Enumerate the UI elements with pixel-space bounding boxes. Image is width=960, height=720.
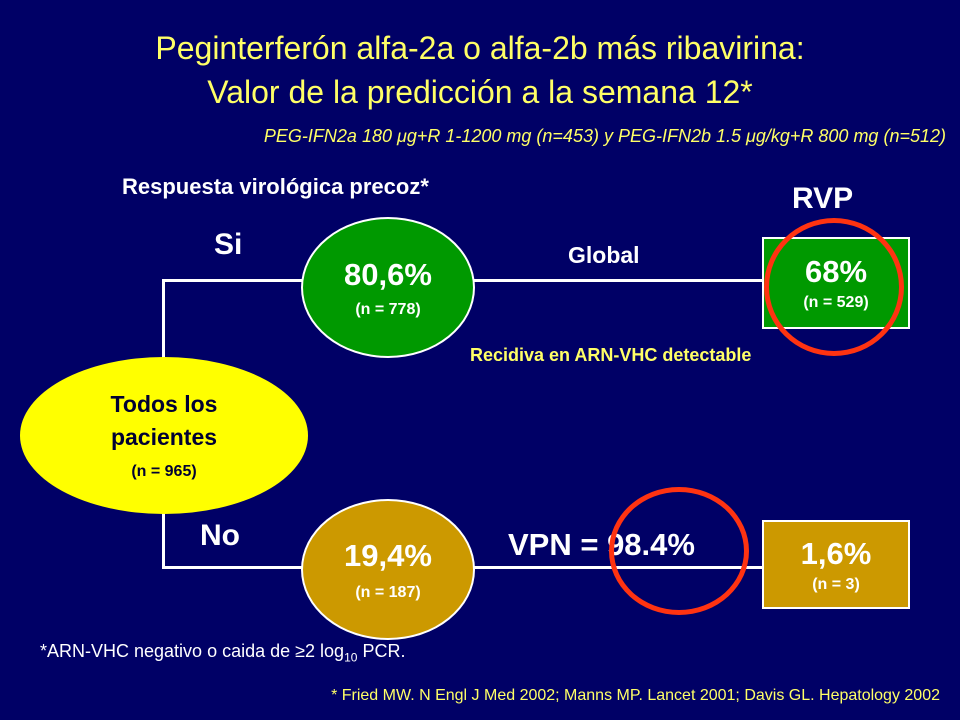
root-label-line-1: Todos los: [110, 390, 218, 417]
yes-node: 80,6% (n = 778): [301, 217, 475, 358]
footnote-symbol: ≥: [295, 641, 306, 661]
rvp-heading: Respuesta virológica precoz*: [122, 174, 429, 199]
root-count: (n = 965): [131, 462, 197, 480]
title-line-2: Valor de la predicción a la semana 12*: [207, 74, 753, 110]
root-label-line-2: pacientes: [110, 423, 218, 450]
no-node: 19,4% (n = 187): [301, 499, 475, 640]
highlight-ring-vpn: [609, 487, 749, 615]
connector-yes-horizontal-left: [162, 279, 310, 282]
outcome-no-count: (n = 3): [812, 575, 860, 593]
footnote-mid: 2 log: [305, 641, 345, 661]
footnote-subscript: 10: [344, 650, 358, 665]
footnote-suffix: PCR.: [357, 641, 406, 661]
connector-root-vertical-top: [162, 279, 165, 367]
branch-no-label: No: [200, 519, 240, 552]
yes-node-count: (n = 778): [355, 300, 421, 318]
rvp-short-label: RVP: [792, 182, 854, 215]
subtitle: PEG-IFN2a 180 μg+R 1-1200 mg (n=453) y P…: [263, 126, 946, 146]
no-node-count: (n = 187): [355, 583, 421, 601]
root-node: Todos los pacientes (n = 965): [20, 357, 308, 514]
title-line-1: Peginterferón alfa-2a o alfa-2b más riba…: [155, 30, 805, 66]
reference-citation: * Fried MW. N Engl J Med 2002; Manns MP.…: [331, 687, 940, 704]
connector-yes-horizontal-right: [470, 279, 764, 282]
outcome-no-percent: 1,6%: [800, 535, 872, 571]
highlight-ring-rvp: [764, 218, 904, 356]
yes-node-percent: 80,6%: [344, 256, 432, 292]
no-node-percent: 19,4%: [344, 537, 432, 573]
connector-no-horizontal-left: [162, 566, 310, 569]
connector-root-vertical-bottom: [162, 505, 165, 569]
relapse-label: Recidiva en ARN-VHC detectable: [470, 345, 752, 365]
footnote: *ARN-VHC negativo o caida de ≥2 log10 PC…: [40, 641, 405, 665]
outcome-no-box: 1,6% (n = 3): [762, 520, 910, 609]
branch-yes-label: Si: [214, 228, 243, 261]
global-label: Global: [568, 242, 640, 268]
footnote-prefix: *ARN-VHC negativo o caida de: [40, 641, 296, 661]
